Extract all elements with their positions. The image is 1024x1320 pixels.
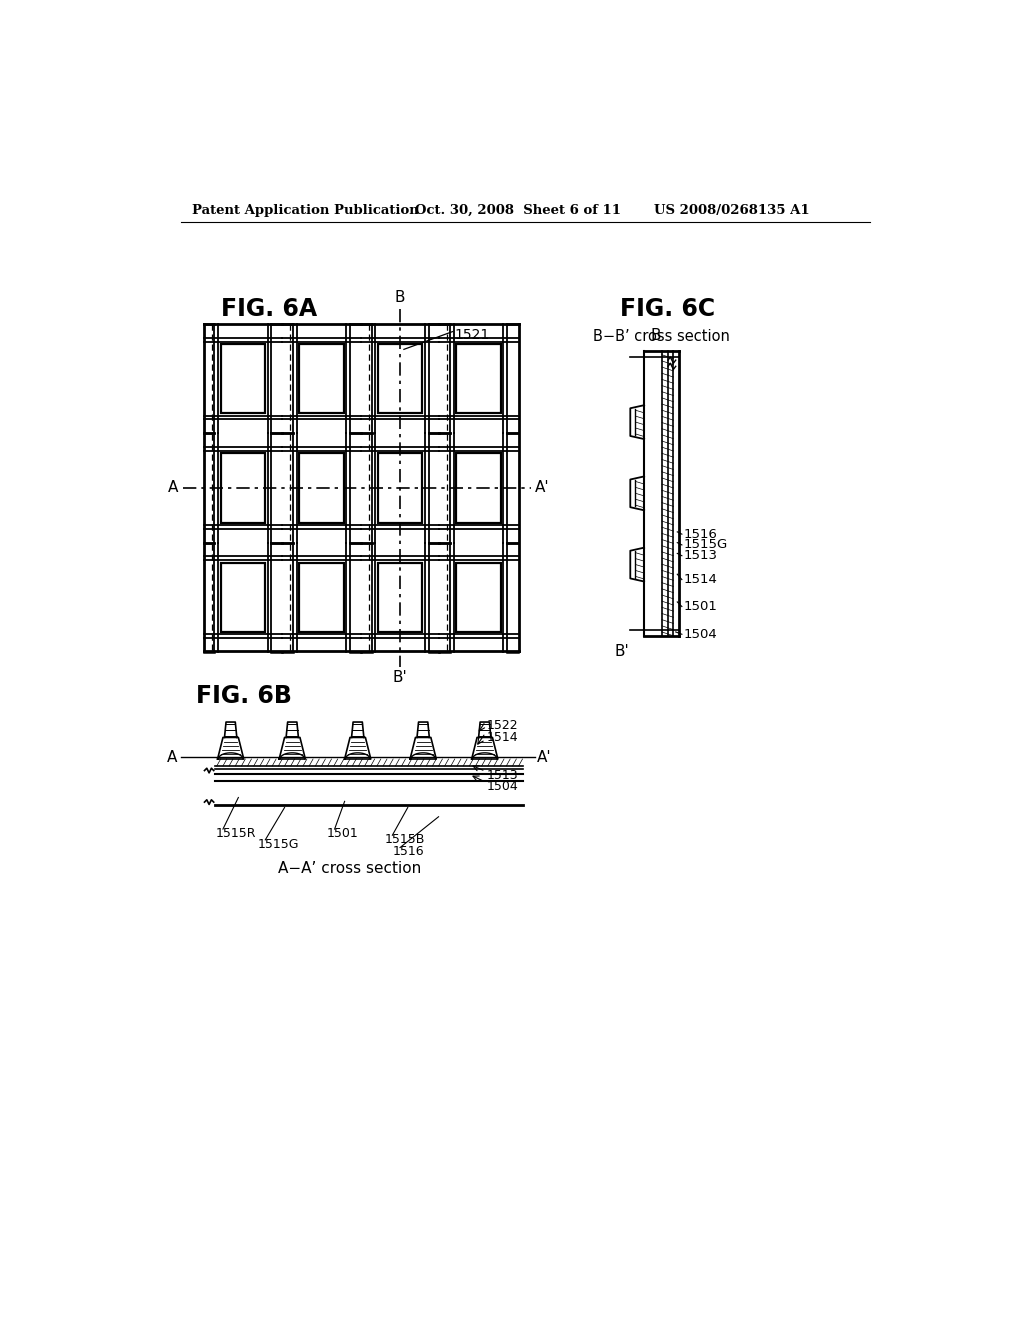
Text: 1521: 1521 [454,327,489,342]
Text: A: A [166,750,177,766]
Text: B−B’ cross section: B−B’ cross section [593,330,729,345]
Text: 1501: 1501 [683,601,717,612]
Text: 1514: 1514 [683,573,717,586]
Text: 1514: 1514 [486,730,518,743]
Text: A−A’ cross section: A−A’ cross section [279,861,422,875]
Text: A: A [168,480,178,495]
Text: 1513: 1513 [683,549,718,562]
Text: B': B' [614,644,630,659]
Text: FIG. 6A: FIG. 6A [221,297,317,321]
Text: 1522: 1522 [486,719,518,733]
Text: 1515B: 1515B [385,833,425,846]
Bar [457,562,501,632]
Bar [378,562,422,632]
Text: FIG. 6C: FIG. 6C [620,297,715,321]
Text: 1513: 1513 [486,770,518,781]
Bar [220,453,265,523]
Text: 1515G: 1515G [258,838,299,850]
Bar [220,562,265,632]
Text: B': B' [392,671,408,685]
Bar [299,453,344,523]
Text: A': A' [538,750,552,766]
Text: US 2008/0268135 A1: US 2008/0268135 A1 [654,205,810,218]
Text: Patent Application Publication: Patent Application Publication [193,205,419,218]
Bar [457,345,501,413]
Bar [299,345,344,413]
Bar [220,345,265,413]
Text: B: B [395,289,406,305]
Text: 1504: 1504 [683,628,717,640]
Text: 1516: 1516 [683,528,717,541]
Text: Oct. 30, 2008  Sheet 6 of 11: Oct. 30, 2008 Sheet 6 of 11 [416,205,622,218]
Text: 1515R: 1515R [215,826,256,840]
Bar [378,345,422,413]
Text: B: B [650,329,660,343]
Text: FIG. 6B: FIG. 6B [196,684,292,709]
Text: A': A' [535,480,550,495]
Bar [378,453,422,523]
Text: 1515G: 1515G [683,539,728,552]
Bar [299,562,344,632]
Text: 1516: 1516 [392,845,424,858]
Text: 1501: 1501 [327,826,358,840]
Bar [457,453,501,523]
Text: 1504: 1504 [486,780,518,793]
